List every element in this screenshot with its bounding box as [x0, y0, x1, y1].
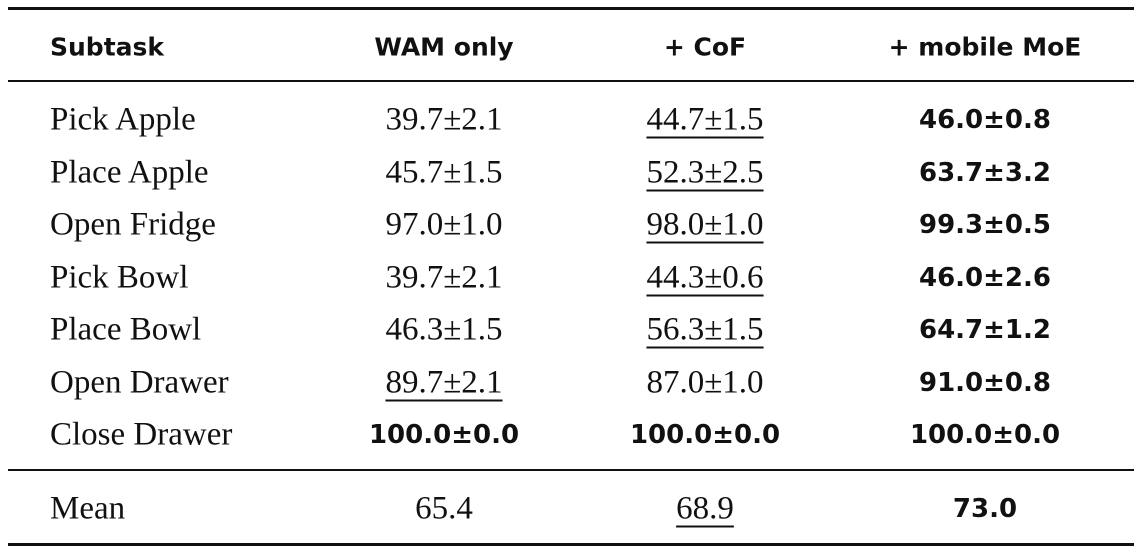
row-label: Open Drawer — [50, 364, 229, 400]
mean-cell: 65.4 — [415, 490, 473, 527]
column-header: + mobile MoE — [888, 32, 1082, 62]
bottom-rule — [8, 543, 1134, 546]
value-cell: 100.0±0.0 — [368, 420, 520, 450]
mean-cell: 73.0 — [952, 494, 1018, 524]
value-cell: 56.3±1.5 — [646, 311, 764, 348]
row-label: Mean — [50, 490, 126, 527]
row-label: Close Drawer — [50, 416, 233, 453]
value-cell: 64.7±1.2 — [919, 315, 1051, 345]
row-label: Place Apple — [50, 154, 209, 190]
value-cell: 100.0±0.0 — [629, 420, 781, 450]
row-label: Place Bowl — [50, 311, 202, 348]
row-label: Open Fridge — [50, 206, 216, 243]
value-cell: 46.0±0.8 — [919, 105, 1051, 135]
value-cell: 44.3±0.6 — [646, 259, 764, 295]
mid-rule — [8, 469, 1134, 471]
value-cell: 39.7±2.1 — [385, 259, 503, 295]
column-header: + CoF — [663, 32, 747, 62]
value-cell: 87.0±1.0 — [646, 364, 764, 400]
value-cell: 46.0±2.6 — [919, 262, 1051, 293]
row-label: Pick Apple — [50, 101, 196, 138]
value-cell: 98.0±1.0 — [646, 206, 764, 243]
value-cell: 44.7±1.5 — [646, 101, 764, 138]
value-cell: 91.0±0.8 — [919, 367, 1051, 398]
value-cell: 45.7±1.5 — [385, 154, 503, 190]
row-label: Pick Bowl — [50, 259, 189, 295]
column-header: WAM only — [374, 32, 514, 62]
column-header: Subtask — [50, 32, 165, 62]
value-cell: 46.3±1.5 — [385, 311, 503, 348]
value-cell: 97.0±1.0 — [385, 206, 503, 243]
value-cell: 99.3±0.5 — [919, 210, 1051, 240]
value-cell: 100.0±0.0 — [909, 420, 1061, 450]
value-cell: 89.7±2.1 — [385, 364, 503, 400]
header-rule — [8, 80, 1134, 82]
mean-cell: 68.9 — [676, 490, 734, 527]
top-rule — [8, 7, 1134, 10]
value-cell: 63.7±3.2 — [919, 157, 1051, 188]
value-cell: 39.7±2.1 — [385, 101, 503, 138]
value-cell: 52.3±2.5 — [646, 154, 764, 190]
